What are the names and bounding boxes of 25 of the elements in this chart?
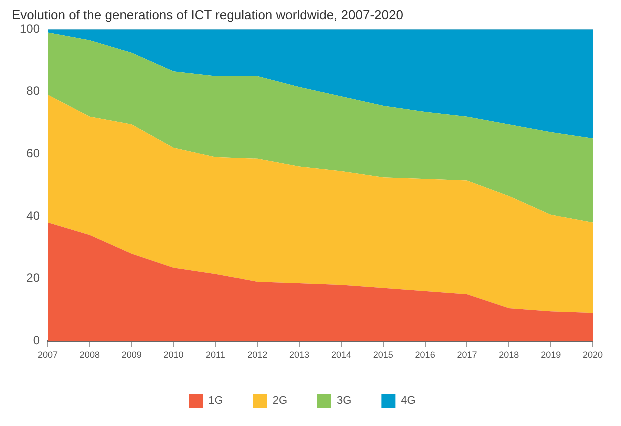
y-tick-label: 40	[26, 208, 40, 223]
legend-label: 2G	[272, 395, 288, 408]
y-tick-label: 0	[33, 334, 40, 348]
chart-title: Evolution of the generations of ICT regulation worldwide, 2007-2020	[12, 7, 404, 22]
x-tick-label: 2020	[582, 350, 604, 360]
x-tick-label: 2017	[457, 350, 478, 360]
x-tick-label: 2009	[122, 350, 142, 360]
y-tick-label: 100	[20, 22, 40, 36]
x-tick-label: 2018	[499, 350, 520, 360]
x-tick-label: 2014	[331, 350, 352, 360]
y-tick-label: 80	[26, 84, 40, 98]
x-tick-label: 2019	[541, 350, 562, 360]
legend-label: 4G	[401, 395, 416, 408]
x-tick-label: 2008	[80, 350, 100, 360]
x-tick-label: 2013	[290, 350, 310, 360]
legend-label: 1G	[208, 395, 224, 408]
y-tick-label: 60	[26, 146, 40, 161]
x-tick-label: 2016	[415, 350, 436, 360]
x-tick-label: 2010	[164, 350, 184, 360]
legend-label: 3G	[337, 395, 352, 408]
x-tick-label: 2012	[248, 350, 268, 360]
y-tick-label: 20	[26, 271, 40, 286]
x-tick-label: 2007	[38, 350, 58, 360]
x-tick-label: 2011	[206, 350, 226, 360]
x-tick-label: 2015	[373, 350, 394, 360]
